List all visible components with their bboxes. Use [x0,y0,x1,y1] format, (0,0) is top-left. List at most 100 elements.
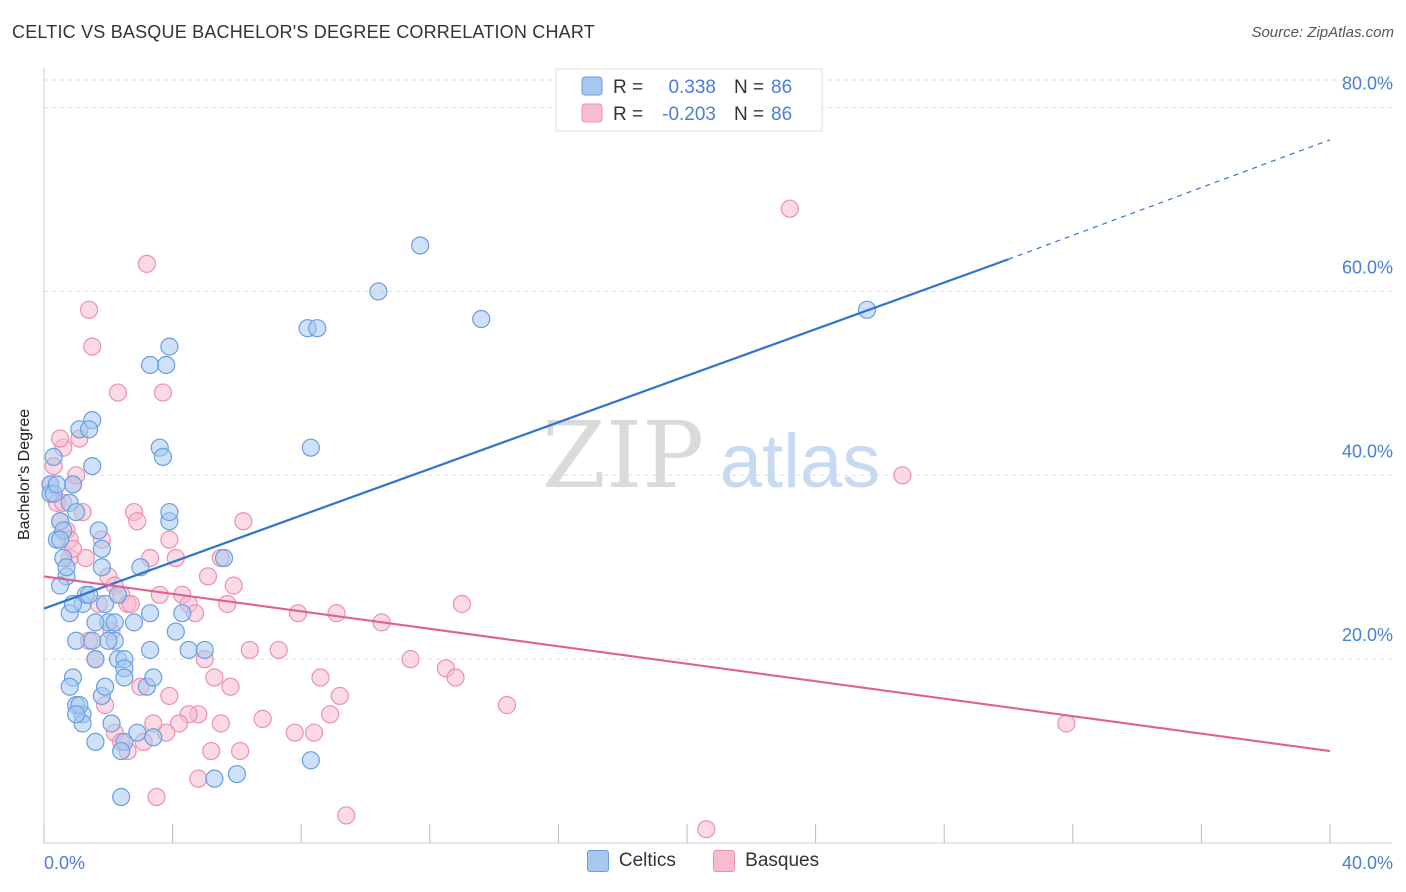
legend-r-label: R = [613,77,643,98]
basques-point [202,741,221,761]
basques-point [121,594,140,614]
celtics-point [102,714,121,733]
axes: 20.0% 40.0% 60.0% 80.0% 0.0% 40.0% [43,68,1393,873]
basques-point [497,696,517,715]
celtics-point [153,447,173,467]
basques-point [108,383,128,402]
basques-point [321,705,340,724]
basques-point [169,714,189,733]
legend-n-label: N = [734,77,764,98]
legend-n-value: 86 [771,104,792,125]
y-tick-label: 80.0% [1342,74,1393,94]
celtics-point [83,456,102,476]
celtics-point [205,769,224,788]
legend-label-celtics: Celtics [618,850,676,871]
basques-point [128,512,147,531]
celtics-point [105,613,124,632]
basques-point [285,723,304,742]
legend-r-label: R = [613,104,643,125]
celtics-point [195,640,214,660]
basques-point [224,576,243,595]
basques-point [446,668,465,687]
basques-point [205,668,224,687]
celtics-point [86,613,105,632]
legend-box: R = 0.338 N = 86 R = -0.203 N = 86 [555,68,823,132]
basques-swatch [713,850,736,872]
basques-point [337,806,356,825]
celtics-point [99,631,118,650]
trend-lines [43,139,1331,753]
basques-point [240,640,259,660]
basques-point [211,714,230,733]
basques-point [198,567,218,586]
celtics-point [67,705,86,724]
celtics-point [301,438,320,457]
grid-lines [44,79,1392,660]
celtics-trend-extension [1008,139,1331,260]
celtics-point [47,475,66,494]
basques-point [79,300,99,319]
celtics-point [144,728,163,747]
basques-point [160,686,179,706]
celtics-point [60,677,79,696]
celtics-trend-line [43,258,1009,610]
basques-point [76,548,95,568]
legend-item-basques: Basques [713,850,819,872]
basques-point [893,466,912,485]
celtics-swatch [586,850,609,872]
celtics-point [128,723,147,742]
watermark-zip: ZIP [542,402,704,509]
basques-point [221,677,240,696]
watermark: ZIP atlas [542,402,880,509]
celtics-point [50,530,70,549]
basques-point [50,429,70,448]
celtics-point [95,677,115,696]
celtics-point [411,236,430,255]
legend-n-value: 86 [771,77,792,98]
celtics-point [63,475,83,494]
x-tick-label: 40.0% [1342,853,1393,873]
basques-legend-swatch [581,103,603,123]
basques-point [231,741,250,761]
basques-point [1057,714,1076,733]
celtics-point [140,604,160,623]
celtics-point [173,604,192,623]
celtics-point [160,337,179,356]
y-tick-label: 60.0% [1342,257,1393,277]
celtics-point [89,521,108,540]
celtics-point [157,355,176,375]
celtics-point [227,764,246,784]
y-tick-label: 40.0% [1342,441,1393,461]
y-tick-label: 20.0% [1342,625,1393,645]
source-label: Source: ZipAtlas.com [1251,24,1394,41]
basques-trend-line [43,575,1331,753]
basques-point [288,604,308,623]
basques-point [780,199,799,218]
basques-point [147,787,166,807]
celtics-point [115,668,134,687]
celtics-legend-swatch [581,76,603,96]
basques-point [83,337,102,356]
celtics-point [108,585,128,604]
celtics-point [79,420,99,439]
basques-point [253,709,272,728]
celtics-point [112,741,131,761]
celtics-point [472,309,491,329]
legend-label-basques: Basques [745,850,820,871]
basques-point [330,686,349,706]
celtics-point [160,502,179,522]
celtics-point [57,558,76,577]
celtics-point [86,650,105,669]
basques-point [137,254,156,273]
basques-point [327,604,346,623]
celtics-point [92,558,111,577]
celtics-point [83,631,102,650]
basques-point [311,668,330,687]
celtics-point [214,548,234,568]
celtics-point [92,539,111,558]
basques-point [234,512,253,531]
basques-point [218,594,237,614]
celtics-point [166,622,185,641]
celtics-point [301,751,320,770]
